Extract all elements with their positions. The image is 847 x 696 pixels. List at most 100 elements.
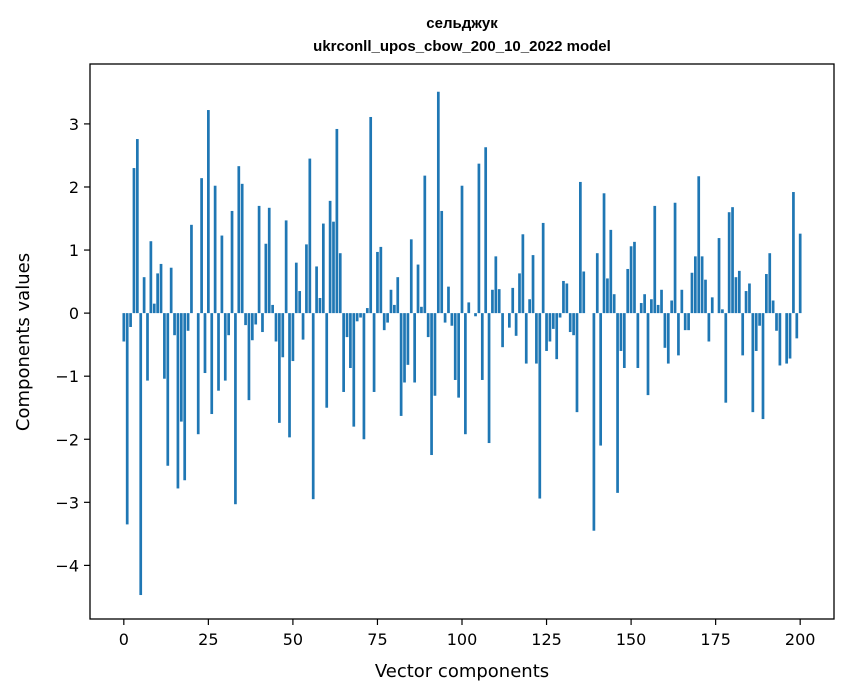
bar — [798, 233, 802, 314]
bar — [633, 241, 636, 314]
bar — [518, 273, 521, 314]
bar — [443, 313, 447, 323]
bar — [288, 313, 291, 438]
bar — [281, 313, 285, 358]
bar — [220, 235, 224, 314]
bar — [433, 313, 437, 396]
bar — [190, 224, 193, 314]
bar — [778, 313, 782, 366]
bar — [196, 313, 200, 435]
bar — [646, 313, 650, 396]
bar — [278, 313, 281, 423]
bar — [271, 304, 274, 314]
bar — [152, 303, 156, 314]
chart-title: сельджук — [426, 15, 498, 32]
bar — [497, 289, 501, 314]
bar — [217, 313, 220, 391]
bar — [335, 128, 339, 314]
bar — [203, 313, 207, 374]
bar — [751, 313, 755, 413]
bar — [721, 309, 724, 314]
bar — [710, 297, 714, 314]
y-tick-label: 3 — [69, 115, 79, 134]
bar — [612, 294, 616, 314]
bar — [342, 313, 345, 392]
bar — [338, 253, 342, 314]
bar — [393, 304, 396, 314]
bar — [467, 302, 471, 314]
bar — [572, 313, 575, 336]
bar — [453, 313, 457, 380]
bar — [382, 313, 386, 331]
bar — [129, 313, 132, 327]
bar — [237, 166, 241, 314]
bar — [420, 306, 423, 314]
bar — [558, 313, 562, 318]
bar — [487, 313, 491, 444]
bar — [173, 313, 176, 336]
bar — [785, 313, 789, 364]
bar — [683, 313, 687, 331]
bar — [264, 243, 268, 314]
x-axis-ticks: 0 25 50 75 100 125 150 175 200 — [119, 619, 815, 649]
bar — [146, 313, 149, 381]
bar — [332, 221, 335, 314]
plot-frame — [89, 63, 835, 620]
bar — [349, 313, 352, 368]
bar — [727, 212, 731, 314]
bar — [656, 304, 660, 314]
bar — [186, 313, 190, 331]
bar — [250, 313, 254, 341]
bar — [298, 291, 302, 314]
bar — [149, 241, 153, 314]
bar — [528, 299, 531, 314]
bar — [315, 266, 318, 314]
bar — [125, 313, 129, 525]
bar — [707, 313, 711, 342]
bar — [514, 313, 518, 336]
bar — [436, 91, 440, 314]
bar — [301, 313, 305, 340]
bar — [551, 313, 555, 329]
bar — [741, 313, 745, 356]
bar — [386, 313, 389, 323]
bar — [409, 239, 413, 314]
bar — [294, 262, 298, 314]
bars-group — [122, 91, 802, 596]
bar — [210, 313, 214, 415]
bar — [369, 116, 373, 314]
bar — [484, 147, 488, 314]
bar — [359, 313, 362, 318]
bar — [650, 299, 653, 314]
bar — [376, 251, 379, 314]
bar — [355, 313, 359, 322]
bar — [352, 313, 356, 427]
bar — [426, 313, 430, 338]
bar — [629, 246, 633, 314]
bar — [734, 277, 738, 314]
bar — [666, 313, 670, 364]
y-tick-label: 2 — [69, 178, 79, 197]
bar — [207, 110, 210, 314]
bar — [122, 313, 126, 342]
bar — [365, 308, 369, 314]
bar — [413, 313, 417, 383]
bar — [643, 294, 646, 314]
y-tick-label: 0 — [69, 304, 79, 323]
bar — [660, 289, 663, 314]
bar — [406, 313, 410, 365]
bar — [680, 289, 684, 314]
bar — [748, 283, 751, 314]
x-tick-label: 0 — [119, 630, 129, 649]
bar — [771, 300, 775, 314]
bar — [389, 289, 393, 314]
bar — [318, 297, 322, 314]
bar — [616, 313, 619, 493]
y-tick-label: −1 — [55, 367, 79, 386]
bar — [687, 313, 690, 331]
bar — [480, 313, 484, 380]
bar — [507, 313, 511, 328]
bar — [261, 313, 264, 333]
bar — [163, 313, 166, 379]
bar — [230, 210, 234, 314]
